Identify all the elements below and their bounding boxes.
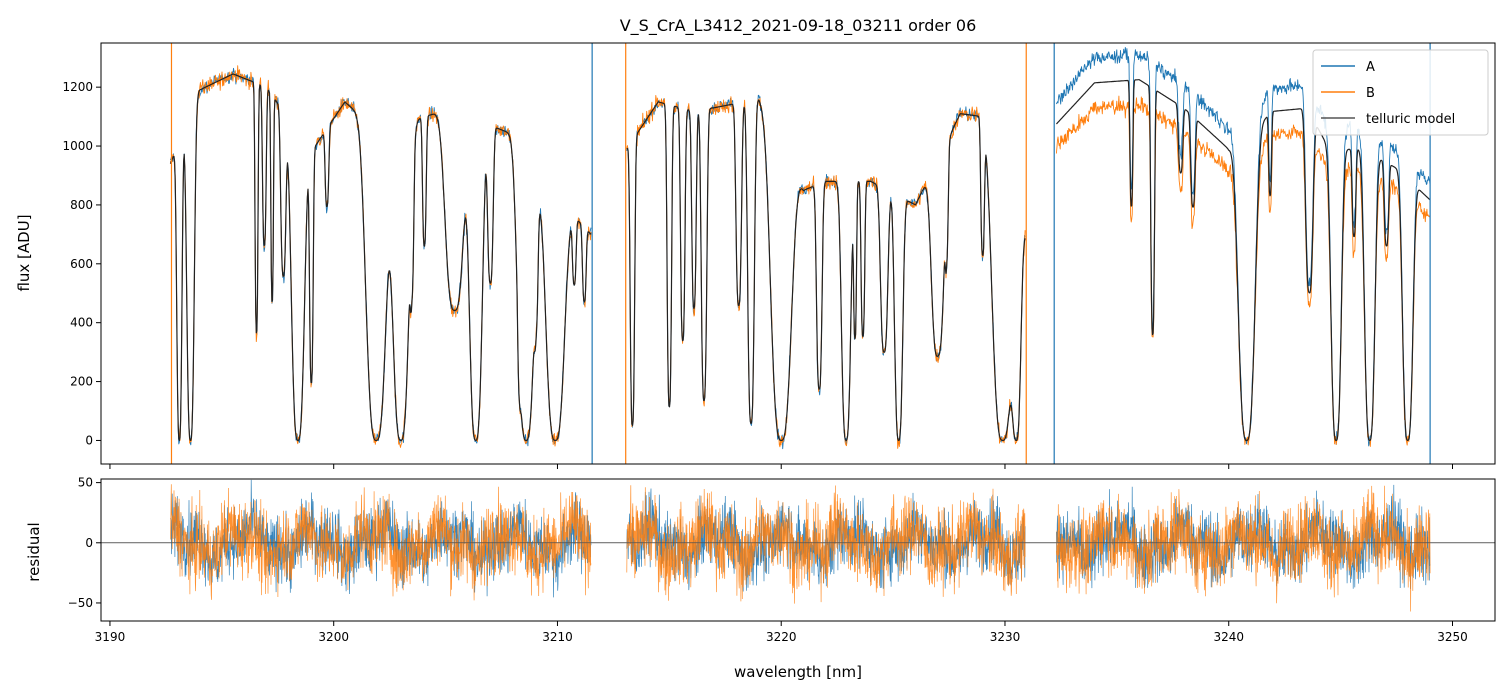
flux-y-tick-label: 200 xyxy=(70,375,93,389)
telluric-model-line xyxy=(626,99,1026,441)
flux-y-tick-label: 0 xyxy=(85,433,93,447)
residual-plot-area xyxy=(101,479,1495,612)
residual-axes-frame xyxy=(100,478,1496,622)
residual-y-ticks: −50 0 50 xyxy=(68,476,101,610)
residual-x-tick-label: 3190 xyxy=(95,630,126,644)
legend: A B telluric model xyxy=(1312,49,1489,136)
residual-x-tick-label: 3220 xyxy=(766,630,797,644)
flux-y-ticks: 0 200 400 600 800 1000 1200 xyxy=(62,80,101,447)
residual-b-line xyxy=(1056,485,1431,612)
residual-b-line xyxy=(626,485,1026,604)
flux-plot-area xyxy=(169,43,1431,464)
legend-label-a: A xyxy=(1366,60,1375,75)
x-axis-label: wavelength [nm] xyxy=(734,663,862,681)
flux-y-tick-label: 1000 xyxy=(62,139,93,153)
legend-label-b: B xyxy=(1366,86,1375,101)
flux-y-tick-label: 800 xyxy=(70,198,93,212)
residual-x-tick-label: 3240 xyxy=(1213,630,1244,644)
chart-title: V_S_CrA_L3412_2021-09-18_03211 order 06 xyxy=(620,16,977,36)
residual-x-ticks: 3190 3200 3210 3220 3230 3240 3250 xyxy=(95,621,1468,644)
flux-axes-frame xyxy=(100,42,1496,465)
residual-x-tick-label: 3200 xyxy=(318,630,349,644)
telluric-model-line xyxy=(1055,79,1431,441)
residual-x-tick-label: 3230 xyxy=(990,630,1021,644)
residual-panel: −50 0 50 3190 3200 3210 3220 3230 3240 3250 resi… xyxy=(25,476,1496,681)
flux-y-axis-label: flux [ADU] xyxy=(15,214,33,291)
legend-label-model: telluric model xyxy=(1366,112,1455,127)
residual-y-axis-label: residual xyxy=(25,522,43,581)
residual-x-tick-label: 3250 xyxy=(1437,630,1468,644)
residual-y-tick-label: −50 xyxy=(68,596,93,610)
residual-y-tick-label: 0 xyxy=(85,536,93,550)
flux-y-tick-label: 400 xyxy=(70,316,93,330)
residual-x-tick-label: 3210 xyxy=(542,630,573,644)
residual-y-tick-label: 50 xyxy=(78,476,93,490)
flux-y-tick-label: 1200 xyxy=(62,80,93,94)
flux-x-ticks xyxy=(109,464,1453,469)
flux-panel: 0 200 400 600 800 1000 1200 flux [ADU] A B tel… xyxy=(15,42,1496,469)
telluric-model-line xyxy=(169,73,592,441)
flux-y-tick-label: 600 xyxy=(70,257,93,271)
legend-box xyxy=(1312,49,1489,136)
